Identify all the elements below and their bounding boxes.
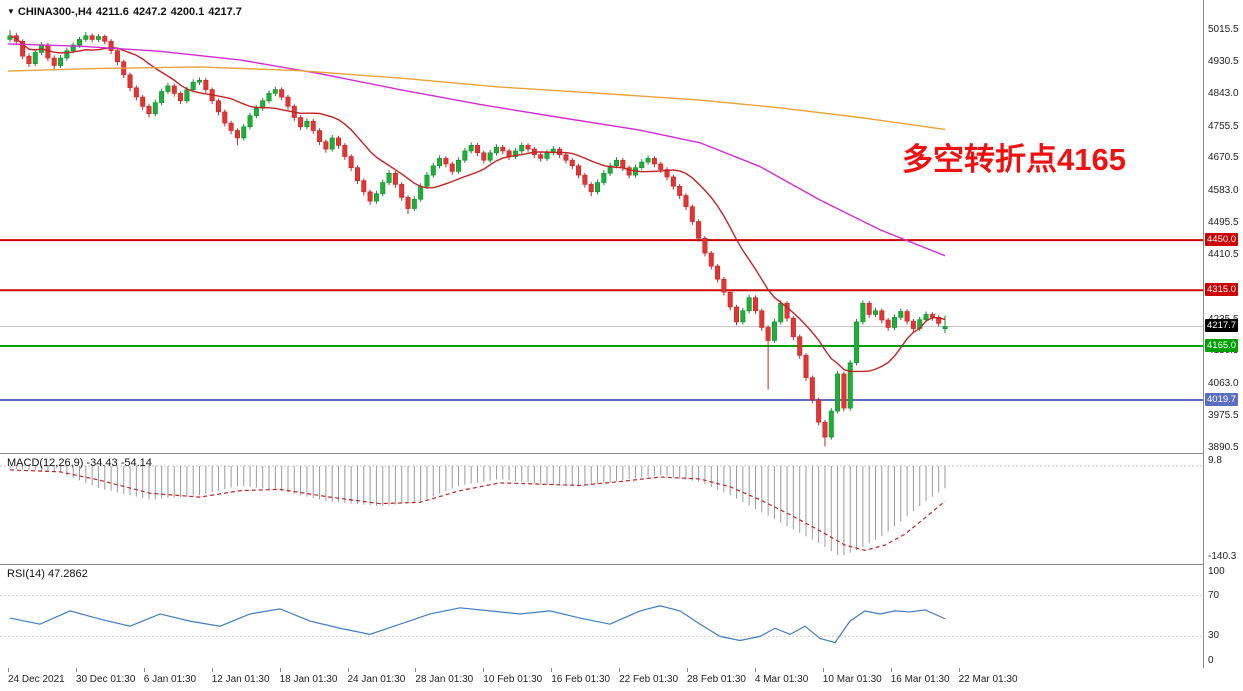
- fast-ma-line: [9, 35, 946, 373]
- price-tick-label: 4495.5: [1208, 217, 1239, 229]
- macd-signal-line: [9, 469, 946, 551]
- price-tick-label: 4670.5: [1208, 152, 1239, 164]
- price-tick-label: 3975.5: [1208, 410, 1239, 422]
- time-axis-tick: [279, 668, 281, 672]
- price-scale[interactable]: 5015.5 4930.5 4843.0 4755.5 4670.5 4583.0 4495…: [1203, 0, 1243, 668]
- time-axis-label: 22 Feb 01:30: [619, 674, 679, 685]
- time-axis-label: 4 Mar 01:30: [754, 674, 809, 685]
- time-axis-tick: [143, 668, 145, 672]
- time-axis-tick: [958, 668, 960, 672]
- time-axis-tick: [890, 668, 892, 672]
- rsi-indicator-panel[interactable]: RSI(14) 47.2862: [0, 565, 1203, 668]
- time-axis-label: 24 Jan 01:30: [347, 674, 406, 685]
- price-tick-label: 4843.0: [1208, 88, 1239, 100]
- time-axis[interactable]: 24 Dec 2021 30 Dec 01:30 6 Jan 01:30 12 Jan…: [0, 668, 1243, 691]
- rsi-scale-label: 0: [1208, 655, 1214, 666]
- price-tick-label: 5015.5: [1208, 23, 1239, 35]
- time-axis-label: 10 Feb 01:30: [483, 674, 543, 685]
- candles-layer: [7, 30, 948, 447]
- rsi-line: [9, 605, 946, 644]
- macd-histogram: [9, 466, 946, 556]
- time-axis-label: 16 Mar 01:30: [890, 674, 950, 685]
- hline-price-tag[interactable]: 4165.0: [1205, 339, 1239, 353]
- time-axis-label: 28 Jan 01:30: [415, 674, 474, 685]
- hline-price-tag[interactable]: 4450.0: [1205, 233, 1239, 247]
- hline-price-tag[interactable]: 4019.7: [1205, 393, 1239, 407]
- current-price-tag: 4217.7: [1205, 319, 1239, 333]
- macd-label: MACD(12,26,9) -34.43 -54.14: [7, 457, 152, 469]
- macd-scale-label: 9.8: [1208, 455, 1222, 466]
- price-tick-label: 4930.5: [1208, 55, 1239, 67]
- time-axis-label: 22 Mar 01:30: [958, 674, 1018, 685]
- panel-separator[interactable]: [0, 564, 1243, 565]
- rsi-scale-label: 30: [1208, 630, 1220, 642]
- macd-chart[interactable]: [0, 454, 1203, 564]
- time-axis-tick: [822, 668, 824, 672]
- macd-scale-label: -140.3: [1208, 550, 1237, 562]
- price-tick-label: 4235.5: [1208, 314, 1239, 325]
- rsi-scale-label: 70: [1208, 589, 1220, 601]
- time-axis-label: 24 Dec 2021: [8, 674, 65, 685]
- time-axis-tick: [415, 668, 417, 672]
- slow-ma-line: [7, 66, 946, 131]
- mid-ma-line: [7, 43, 946, 257]
- open-value: 4211.6: [95, 6, 129, 18]
- time-axis-tick: [75, 668, 77, 672]
- rsi-scale-label: 100: [1208, 566, 1225, 577]
- high-value: 4247.2: [132, 6, 167, 18]
- time-axis-label: 16 Feb 01:30: [551, 674, 611, 685]
- symbol-period-label: CHINA300-,H4: [17, 6, 92, 18]
- time-axis-label: 28 Feb 01:30: [687, 674, 746, 685]
- main-chart-panel[interactable]: ▼ CHINA300-,H4 4211.6 4247.2 4200.1 4217.7 多空…: [0, 0, 1203, 453]
- time-axis-label: 12 Jan 01:30: [211, 674, 270, 685]
- chart-header: ▼ CHINA300-,H4 4211.6 4247.2 4200.1 4217.7: [7, 6, 246, 18]
- time-axis-tick: [619, 668, 621, 672]
- price-tick-label: 4410.5: [1208, 248, 1239, 260]
- hline-price-tag[interactable]: 4315.0: [1205, 283, 1239, 297]
- low-value: 4200.1: [170, 6, 205, 18]
- time-axis-tick: [8, 668, 9, 672]
- price-tick-label: 4755.5: [1208, 120, 1239, 132]
- panel-separator[interactable]: [0, 453, 1243, 454]
- price-tick-label: 4583.0: [1208, 184, 1239, 196]
- close-value: 4217.7: [208, 6, 242, 18]
- time-axis-label: 6 Jan 01:30: [143, 674, 197, 685]
- time-axis-tick: [483, 668, 485, 672]
- time-axis-tick: [687, 668, 688, 672]
- price-tick-label: 4063.0: [1208, 377, 1239, 389]
- time-axis-label: 10 Mar 01:30: [822, 674, 882, 685]
- time-axis-tick: [754, 668, 756, 672]
- rsi-chart[interactable]: [0, 565, 1203, 668]
- price-tick-label: 3890.5: [1208, 442, 1239, 454]
- macd-indicator-panel[interactable]: MACD(12,26,9) -34.43 -54.14: [0, 454, 1203, 564]
- time-axis-label: 30 Dec 01:30: [75, 674, 136, 685]
- candlestick-chart[interactable]: [0, 0, 1203, 453]
- rsi-label: RSI(14) 47.2862: [7, 568, 88, 580]
- annotation-text-object[interactable]: 多空转折点4165: [902, 142, 1126, 177]
- time-axis-tick: [347, 668, 349, 672]
- time-axis-tick: [551, 668, 553, 672]
- time-axis-label: 18 Jan 01:30: [279, 674, 338, 685]
- time-axis-tick: [211, 668, 213, 672]
- symbol-dropdown-icon[interactable]: ▼: [7, 7, 15, 16]
